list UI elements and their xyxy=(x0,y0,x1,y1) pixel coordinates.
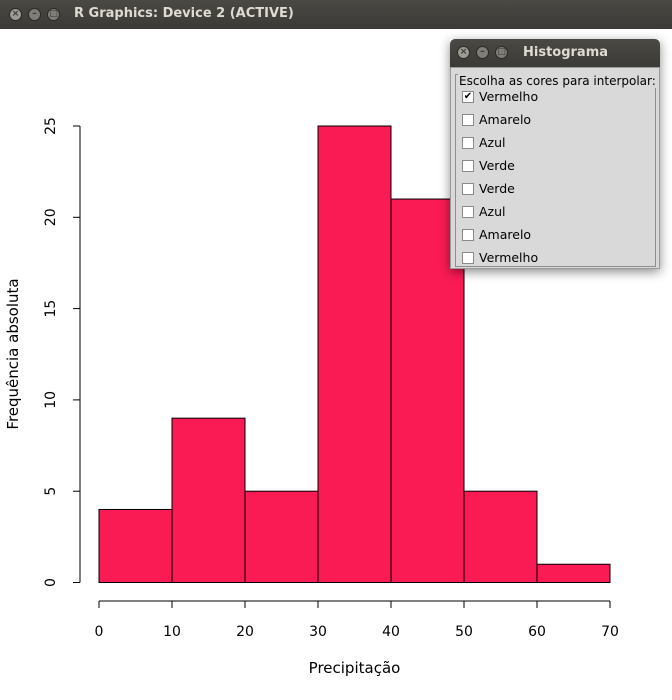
histogram-dialog: × – □ Histograma Escolha as cores para i… xyxy=(450,39,660,269)
dialog-maximize-button[interactable]: □ xyxy=(495,46,508,59)
dialog-titlebar: × – □ Histograma xyxy=(450,39,660,67)
y-tick-label: 10 xyxy=(43,391,59,409)
color-option[interactable]: Azul xyxy=(462,203,642,221)
x-tick-label: 70 xyxy=(601,624,619,640)
color-option-label: Amarelo xyxy=(479,112,532,127)
color-option[interactable]: Amarelo xyxy=(462,226,642,244)
x-tick-label: 50 xyxy=(455,624,473,640)
window-titlebar: × – □ R Graphics: Device 2 (ACTIVE) xyxy=(0,0,672,29)
color-option-label: Azul xyxy=(479,204,506,219)
color-option[interactable]: Verde xyxy=(462,180,642,198)
close-icon: × xyxy=(459,47,468,57)
y-tick-label: 0 xyxy=(43,578,59,587)
histogram-plot: 0 10 20 30 40 50 60 70 0 5 10 15 20 25 Precipitação F… xyxy=(4,117,619,677)
color-option[interactable]: Amarelo xyxy=(462,111,642,129)
color-option-label: Vermelho xyxy=(479,89,539,104)
window-minimize-button[interactable]: – xyxy=(28,8,41,21)
dialog-title: Histograma xyxy=(523,45,609,60)
y-tick-label: 15 xyxy=(43,300,59,318)
x-tick-label: 20 xyxy=(236,624,254,640)
close-icon: × xyxy=(11,9,20,19)
color-option[interactable]: ✔ Vermelho xyxy=(462,88,642,106)
histogram-bar xyxy=(171,417,246,583)
x-tick-label: 0 xyxy=(95,624,104,640)
histogram-bar xyxy=(244,490,319,584)
color-option[interactable]: Azul xyxy=(462,134,642,152)
x-tick-label: 60 xyxy=(528,624,546,640)
window-title: R Graphics: Device 2 (ACTIVE) xyxy=(74,6,294,21)
histogram-bar xyxy=(536,563,611,583)
y-tick-label: 20 xyxy=(43,208,59,226)
checkbox-unchecked[interactable] xyxy=(462,206,474,218)
checkbox-unchecked[interactable] xyxy=(462,160,474,172)
checkbox-unchecked[interactable] xyxy=(462,137,474,149)
x-tick-label: 40 xyxy=(382,624,400,640)
color-option-label: Verde xyxy=(479,158,515,173)
dialog-body: Escolha as cores para interpolar: ✔ Verme… xyxy=(450,67,660,269)
dialog-close-button[interactable]: × xyxy=(457,46,470,59)
window-maximize-button[interactable]: □ xyxy=(47,8,60,21)
checkbox-unchecked[interactable] xyxy=(462,183,474,195)
checkmark-icon: ✔ xyxy=(463,91,473,102)
minimize-icon: – xyxy=(480,47,485,57)
checkbox-unchecked[interactable] xyxy=(462,229,474,241)
color-options-group: Escolha as cores para interpolar: ✔ Verme… xyxy=(455,74,657,267)
color-option-label: Azul xyxy=(479,135,506,150)
checkbox-unchecked[interactable] xyxy=(462,114,474,126)
minimize-icon: – xyxy=(32,9,37,19)
histogram-bar xyxy=(463,490,538,584)
color-option-label: Amarelo xyxy=(479,227,532,242)
color-options-label: Escolha as cores para interpolar: xyxy=(458,74,657,88)
checkbox-unchecked[interactable] xyxy=(462,252,474,264)
checkbox-checked[interactable]: ✔ xyxy=(462,91,474,103)
x-axis-label: Precipitação xyxy=(309,659,401,677)
maximize-icon: □ xyxy=(49,9,58,19)
dialog-minimize-button[interactable]: – xyxy=(476,46,489,59)
color-option[interactable]: Vermelho xyxy=(462,249,642,267)
y-axis-label: Frequência absoluta xyxy=(4,278,22,429)
color-option[interactable]: Verde xyxy=(462,157,642,175)
x-tick-label: 30 xyxy=(309,624,327,640)
color-option-label: Verde xyxy=(479,181,515,196)
y-tick-label: 5 xyxy=(43,487,59,496)
color-option-label: Vermelho xyxy=(479,250,539,265)
y-tick-label: 25 xyxy=(43,117,59,135)
histogram-bar xyxy=(98,508,173,583)
maximize-icon: □ xyxy=(497,47,506,57)
x-tick-label: 10 xyxy=(163,624,181,640)
window-close-button[interactable]: × xyxy=(9,8,22,21)
histogram-bar xyxy=(317,125,392,583)
